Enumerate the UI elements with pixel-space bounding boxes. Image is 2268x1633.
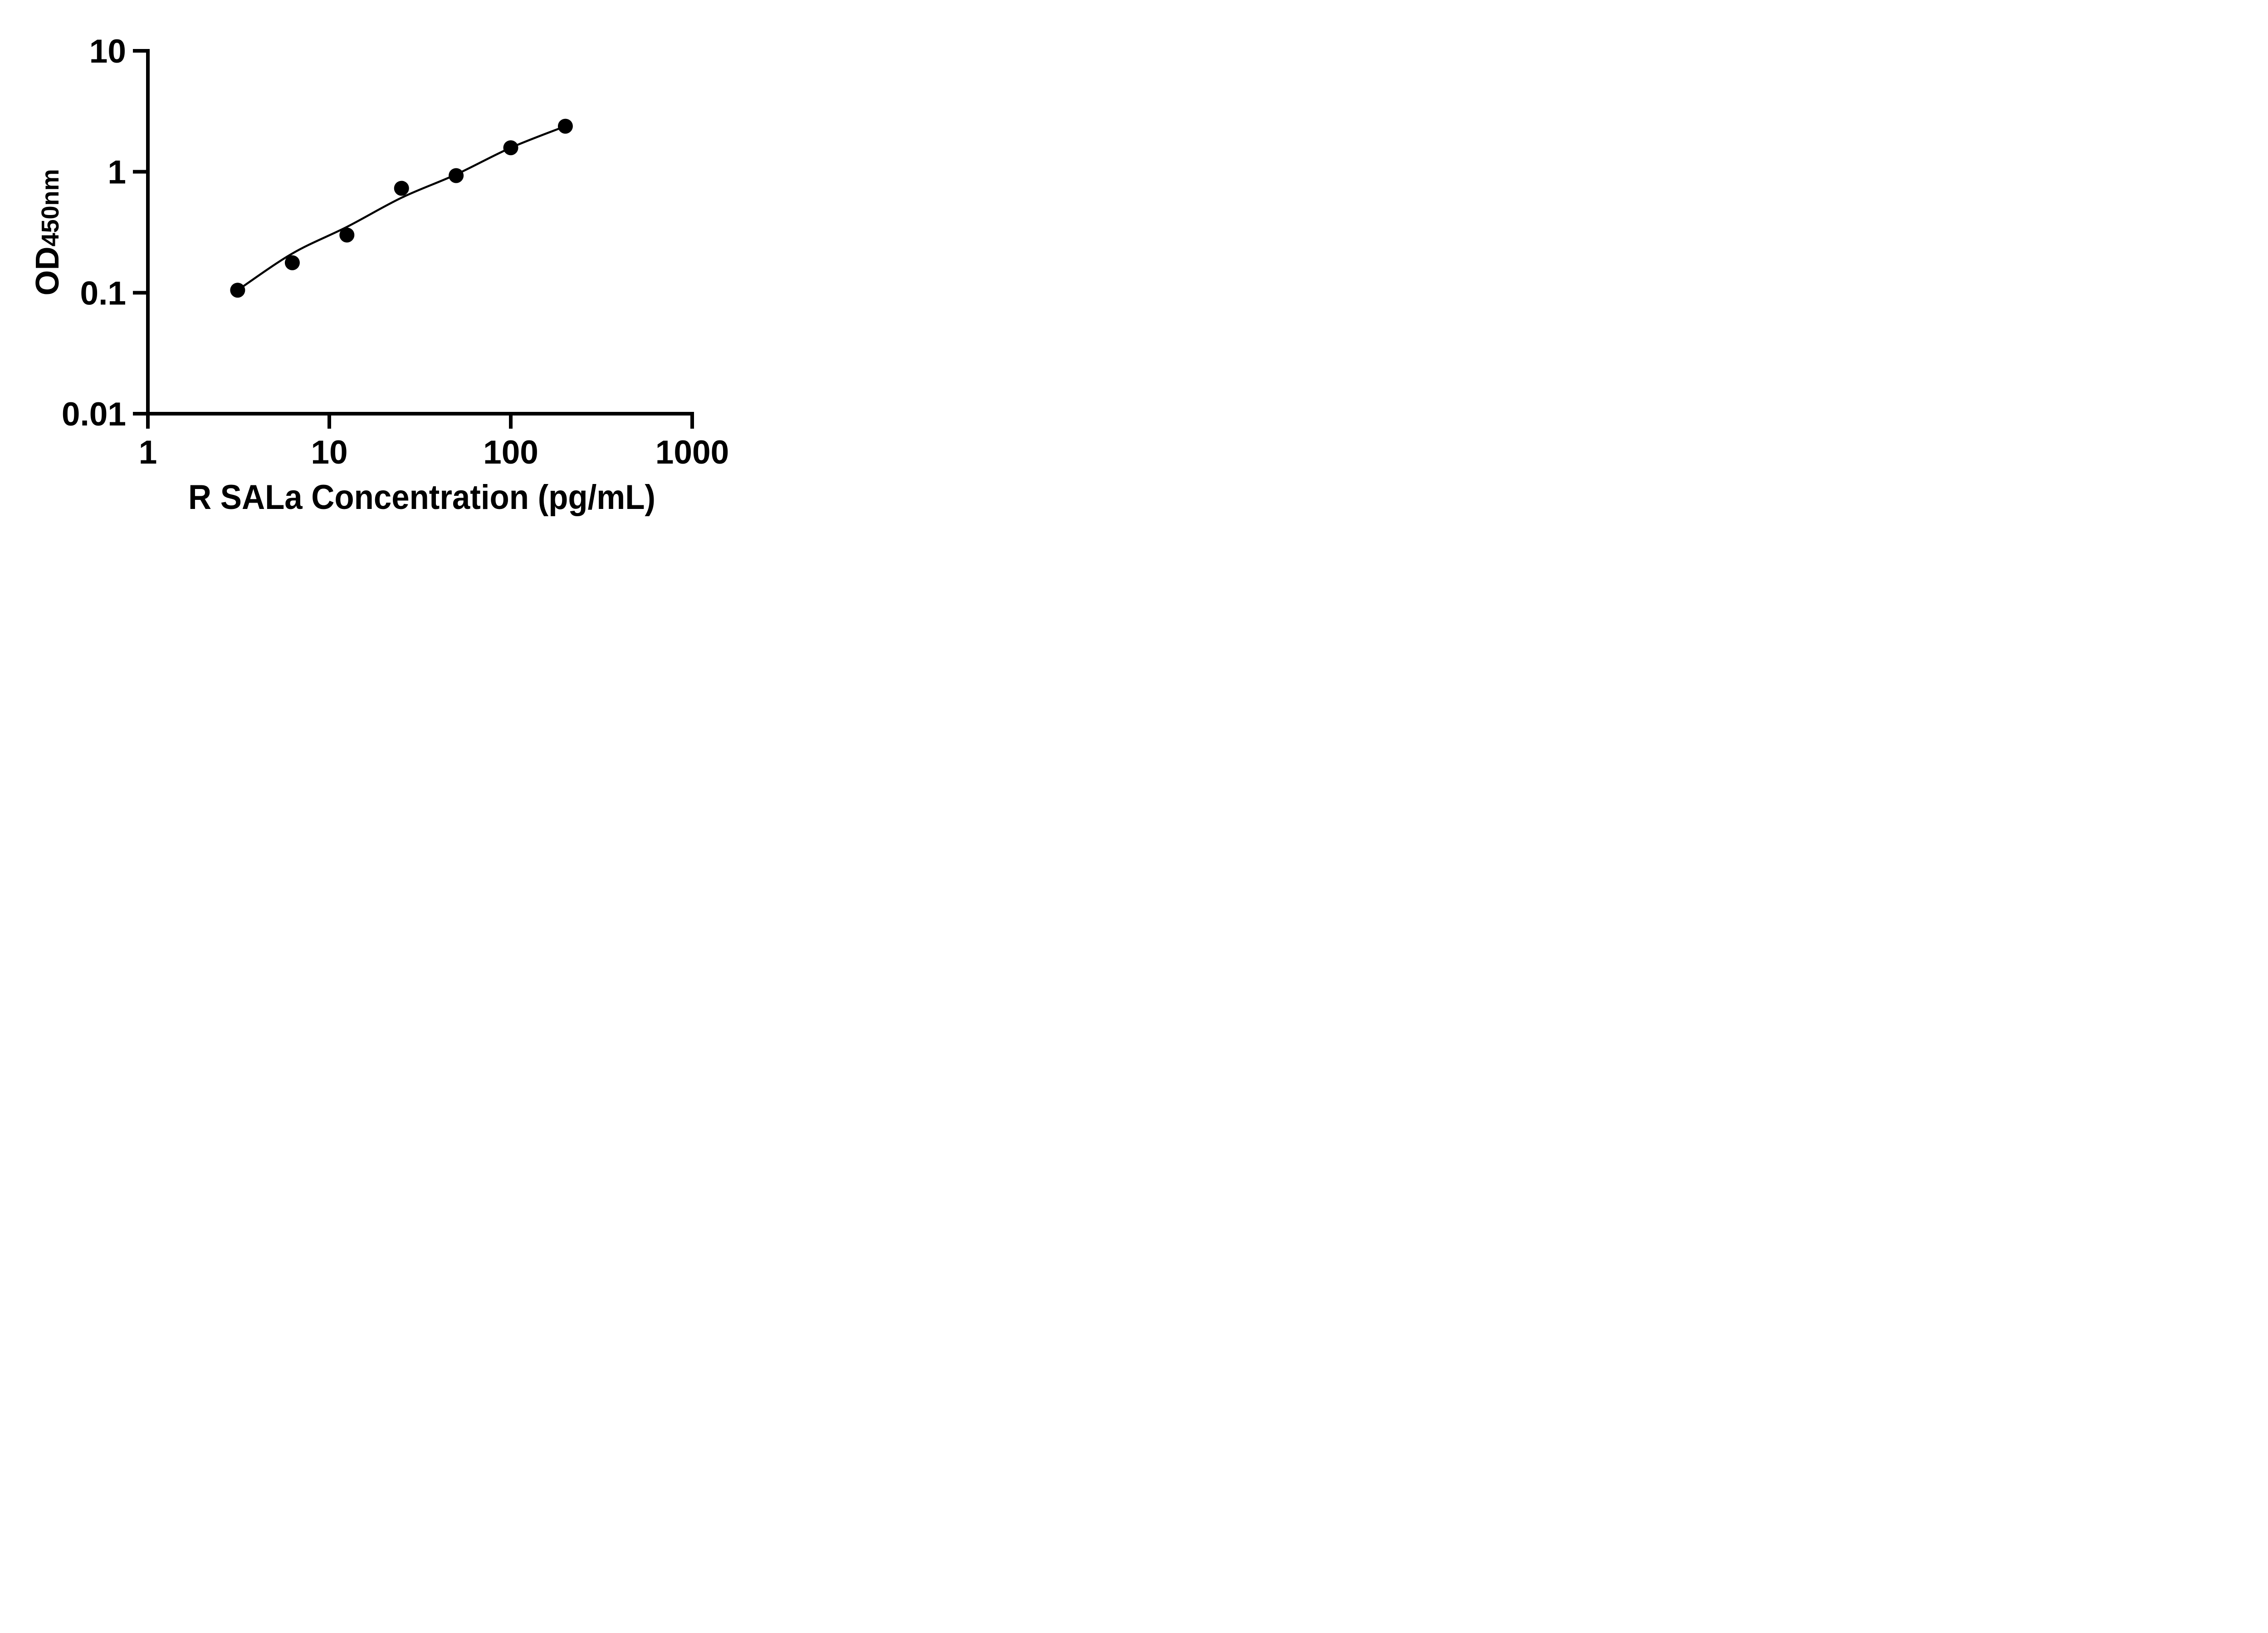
x-tick-label-100: 100 bbox=[483, 434, 538, 471]
y-tick-label-1: 1 bbox=[108, 154, 126, 191]
standard-curve-chart: 10 1 0.1 0.01 1 10 100 1000 R SALa Concentratio… bbox=[29, 33, 729, 517]
data-point-100 bbox=[503, 140, 518, 156]
x-tick-label-10: 10 bbox=[311, 434, 347, 471]
data-point-200 bbox=[557, 118, 573, 134]
x-tick-label-1: 1 bbox=[139, 434, 157, 471]
data-point-50 bbox=[449, 168, 464, 183]
y-axis-title: OD450nm bbox=[29, 169, 66, 295]
y-tick-label-0.1: 0.1 bbox=[80, 275, 126, 312]
data-point-25 bbox=[394, 181, 409, 196]
elisa-standard-curve-figure: 10 1 0.1 0.01 1 10 100 1000 R SALa Concentratio… bbox=[0, 0, 776, 544]
axes bbox=[133, 49, 694, 429]
y-axis-title-subscript: 450nm bbox=[37, 169, 64, 246]
data-point-3.125 bbox=[230, 283, 245, 298]
y-axis-title-main: OD bbox=[29, 247, 66, 296]
data-series bbox=[230, 118, 573, 298]
x-axis-title: R SALa Concentration (pg/mL) bbox=[188, 478, 655, 517]
y-tick-label-10: 10 bbox=[89, 33, 126, 70]
tick-labels: 10 1 0.1 0.01 1 10 100 1000 bbox=[62, 33, 729, 471]
y-tick-label-0.01: 0.01 bbox=[62, 396, 126, 433]
x-tick-label-1000: 1000 bbox=[655, 434, 729, 471]
data-point-12.5 bbox=[339, 227, 355, 243]
data-point-6.25 bbox=[284, 255, 300, 270]
